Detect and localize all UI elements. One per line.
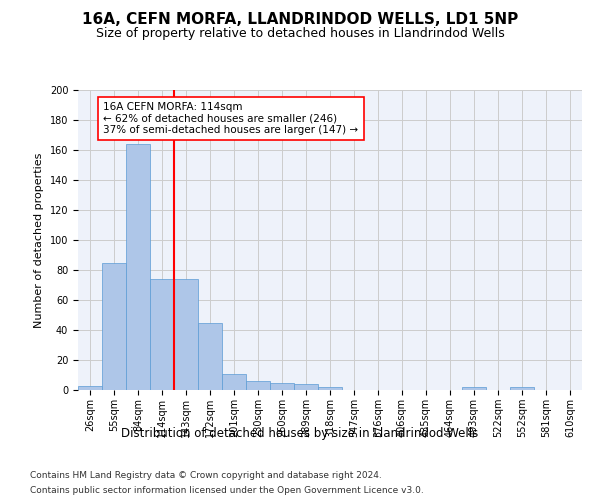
Text: Contains HM Land Registry data © Crown copyright and database right 2024.: Contains HM Land Registry data © Crown c… [30, 471, 382, 480]
Bar [294, 384, 318, 390]
Bar [174, 279, 198, 390]
Bar [318, 387, 342, 390]
Text: Distribution of detached houses by size in Llandrindod Wells: Distribution of detached houses by size … [121, 428, 479, 440]
Bar [246, 381, 270, 390]
Text: 16A CEFN MORFA: 114sqm
← 62% of detached houses are smaller (246)
37% of semi-de: 16A CEFN MORFA: 114sqm ← 62% of detached… [103, 102, 358, 135]
Bar [126, 144, 150, 390]
Bar [462, 387, 486, 390]
Bar [102, 262, 126, 390]
Bar [150, 279, 174, 390]
Bar [222, 374, 246, 390]
Bar [78, 386, 102, 390]
Bar [510, 387, 534, 390]
Text: Size of property relative to detached houses in Llandrindod Wells: Size of property relative to detached ho… [95, 28, 505, 40]
Bar [198, 322, 222, 390]
Text: 16A, CEFN MORFA, LLANDRINDOD WELLS, LD1 5NP: 16A, CEFN MORFA, LLANDRINDOD WELLS, LD1 … [82, 12, 518, 28]
Bar [270, 382, 294, 390]
Text: Contains public sector information licensed under the Open Government Licence v3: Contains public sector information licen… [30, 486, 424, 495]
Y-axis label: Number of detached properties: Number of detached properties [34, 152, 44, 328]
